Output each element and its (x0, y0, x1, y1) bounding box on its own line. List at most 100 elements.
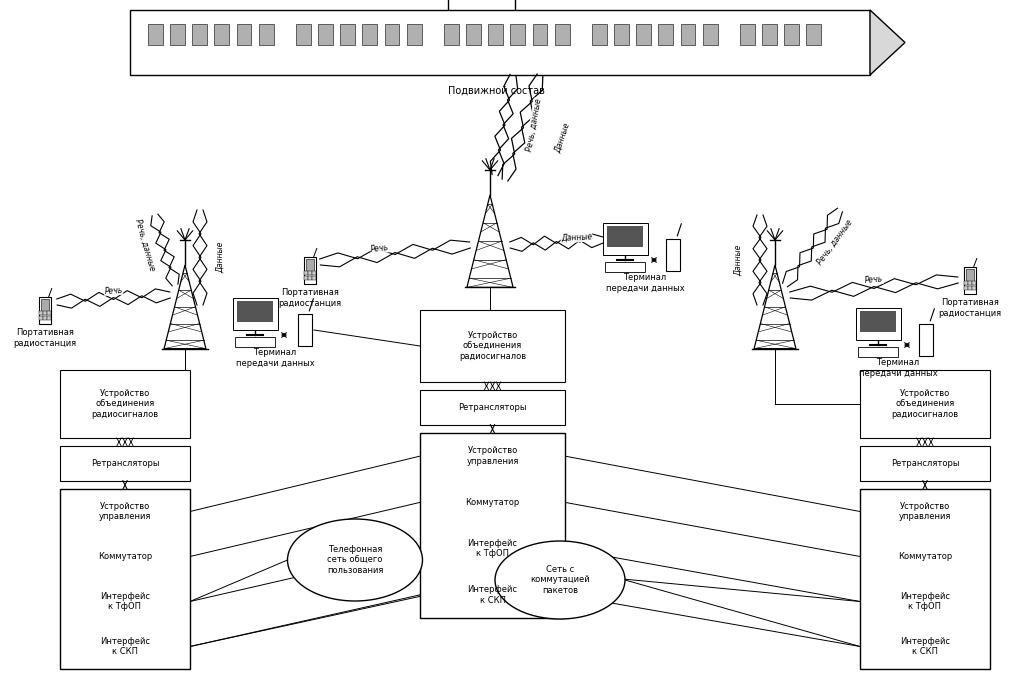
Bar (855, 308, 900, 340)
Polygon shape (870, 10, 905, 75)
Bar (739, 24, 755, 45)
Text: Данные: Данные (560, 232, 593, 243)
Bar (311, 271, 315, 275)
Bar (488, 24, 503, 45)
Bar (60, 489, 190, 669)
Bar (41, 299, 49, 311)
Bar (60, 370, 190, 438)
Text: Интерфейс
к ТфОП: Интерфейс к ТфОП (100, 592, 150, 611)
Bar (666, 239, 680, 271)
Bar (362, 24, 377, 45)
Bar (47, 310, 51, 315)
Bar (964, 267, 976, 294)
Bar (60, 446, 190, 481)
Text: Коммутатор: Коммутатор (465, 498, 519, 507)
Text: Коммутатор: Коммутатор (898, 552, 952, 561)
Bar (311, 275, 315, 279)
Bar (237, 301, 273, 322)
Bar (308, 271, 312, 275)
Text: Интерфейс
к ТфОП: Интерфейс к ТфОП (468, 539, 517, 558)
Bar (968, 281, 972, 285)
Text: Терминал
передачи данных: Терминал передачи данных (859, 358, 937, 378)
Bar (318, 24, 333, 45)
Text: Устройство
управления: Устройство управления (466, 446, 519, 466)
Bar (919, 324, 933, 356)
Bar (860, 446, 990, 481)
Bar (965, 286, 969, 290)
Bar (532, 24, 548, 45)
Text: Речь, данные: Речь, данные (133, 218, 157, 272)
Bar (47, 315, 51, 319)
Text: Речь: Речь (104, 286, 123, 296)
Bar (147, 24, 163, 45)
Bar (304, 271, 308, 275)
Bar (232, 298, 278, 330)
Text: Речь, данные: Речь, данные (525, 98, 543, 153)
Text: Устройство
объединения
радиосигналов: Устройство объединения радиосигналов (91, 389, 159, 419)
Text: Терминал
передачи данных: Терминал передачи данных (605, 273, 684, 293)
Text: Сеть с
коммутацией
пакетов: Сеть с коммутацией пакетов (530, 565, 590, 595)
Bar (259, 24, 273, 45)
Bar (658, 24, 673, 45)
Bar (308, 275, 312, 279)
Ellipse shape (288, 519, 423, 601)
Polygon shape (467, 195, 513, 288)
Text: Данные: Данные (553, 122, 571, 154)
Bar (420, 310, 565, 382)
Text: Портативная
радиостанция: Портативная радиостанция (279, 288, 342, 308)
Bar (965, 281, 969, 285)
Text: Интерфейс
к СКП: Интерфейс к СКП (468, 585, 517, 605)
Bar (214, 24, 229, 45)
Bar (43, 310, 47, 315)
Text: Интерфейс
к СКП: Интерфейс к СКП (900, 637, 950, 656)
Bar (420, 390, 565, 425)
Bar (39, 315, 43, 319)
Bar (385, 24, 399, 45)
Text: Устройство
объединения
радиосигналов: Устройство объединения радиосигналов (892, 389, 958, 419)
Bar (806, 24, 821, 45)
Bar (443, 24, 459, 45)
Bar (130, 10, 870, 75)
Bar (510, 24, 525, 45)
Bar (193, 24, 207, 45)
Bar (305, 259, 314, 271)
Bar (555, 24, 569, 45)
Bar (298, 314, 312, 346)
Bar (972, 286, 976, 290)
Text: Данные: Данные (733, 244, 742, 275)
Bar (860, 311, 896, 332)
Bar (296, 24, 310, 45)
Text: Интерфейс
к СКП: Интерфейс к СКП (100, 637, 150, 656)
Text: Ретрансляторы: Ретрансляторы (891, 459, 959, 468)
Bar (607, 226, 643, 247)
Bar (605, 262, 645, 272)
Bar (43, 315, 47, 319)
Bar (170, 24, 184, 45)
Bar (592, 24, 606, 45)
Bar (966, 269, 975, 281)
Bar (304, 256, 316, 284)
Bar (614, 24, 629, 45)
Bar (420, 433, 565, 618)
Bar (39, 310, 43, 315)
Text: Коммутатор: Коммутатор (98, 552, 153, 561)
Bar (340, 24, 355, 45)
Bar (237, 24, 251, 45)
Text: Данные: Данные (215, 242, 224, 273)
Text: Портативная
радиостанция: Портативная радиостанция (13, 328, 77, 348)
Bar (858, 347, 898, 357)
Bar (39, 296, 51, 323)
Bar (407, 24, 422, 45)
Bar (860, 370, 990, 438)
Bar (784, 24, 799, 45)
Bar (466, 24, 480, 45)
Bar (762, 24, 777, 45)
Bar (702, 24, 718, 45)
Bar (304, 275, 308, 279)
Text: Устройство
объединения
радиосигналов: Устройство объединения радиосигналов (459, 331, 526, 361)
Text: Ретрансляторы: Ретрансляторы (91, 459, 160, 468)
Text: Речь: Речь (371, 243, 390, 254)
Text: Портативная
радиостанция: Портативная радиостанция (938, 298, 1001, 318)
Ellipse shape (495, 541, 625, 619)
Text: Интерфейс
к ТфОП: Интерфейс к ТфОП (900, 592, 950, 611)
